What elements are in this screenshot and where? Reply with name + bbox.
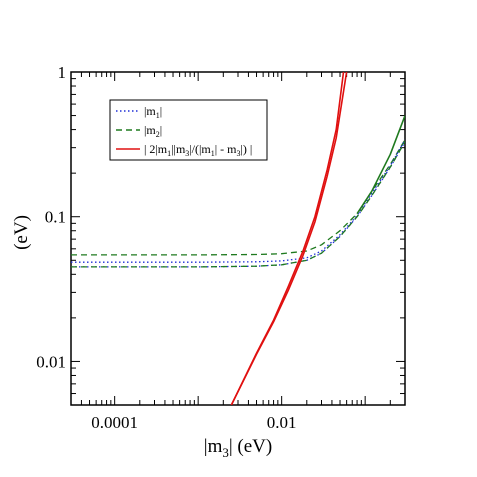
series-line-2 bbox=[71, 139, 405, 263]
series-line-3 bbox=[71, 141, 405, 268]
x-tick-label: 0.01 bbox=[267, 413, 297, 432]
y-tick-label: 0.01 bbox=[36, 352, 66, 371]
legend-entry-label: |m1| bbox=[144, 104, 162, 120]
y-tick-label: 0.1 bbox=[45, 208, 66, 227]
y-axis-label: (eV) bbox=[11, 215, 32, 250]
series-line-4 bbox=[356, 115, 405, 215]
x-axis-label: |m3| (eV) bbox=[204, 436, 272, 460]
series-line-6 bbox=[230, 72, 348, 405]
series-group bbox=[71, 72, 405, 405]
y-tick-label: 1 bbox=[58, 63, 67, 82]
legend-entry-label: |m2| bbox=[144, 123, 162, 139]
legend-entry-label: | 2|m1||m3|/(|m1| - m3|) | bbox=[144, 142, 252, 158]
x-tick-label: 0.0001 bbox=[91, 413, 138, 432]
